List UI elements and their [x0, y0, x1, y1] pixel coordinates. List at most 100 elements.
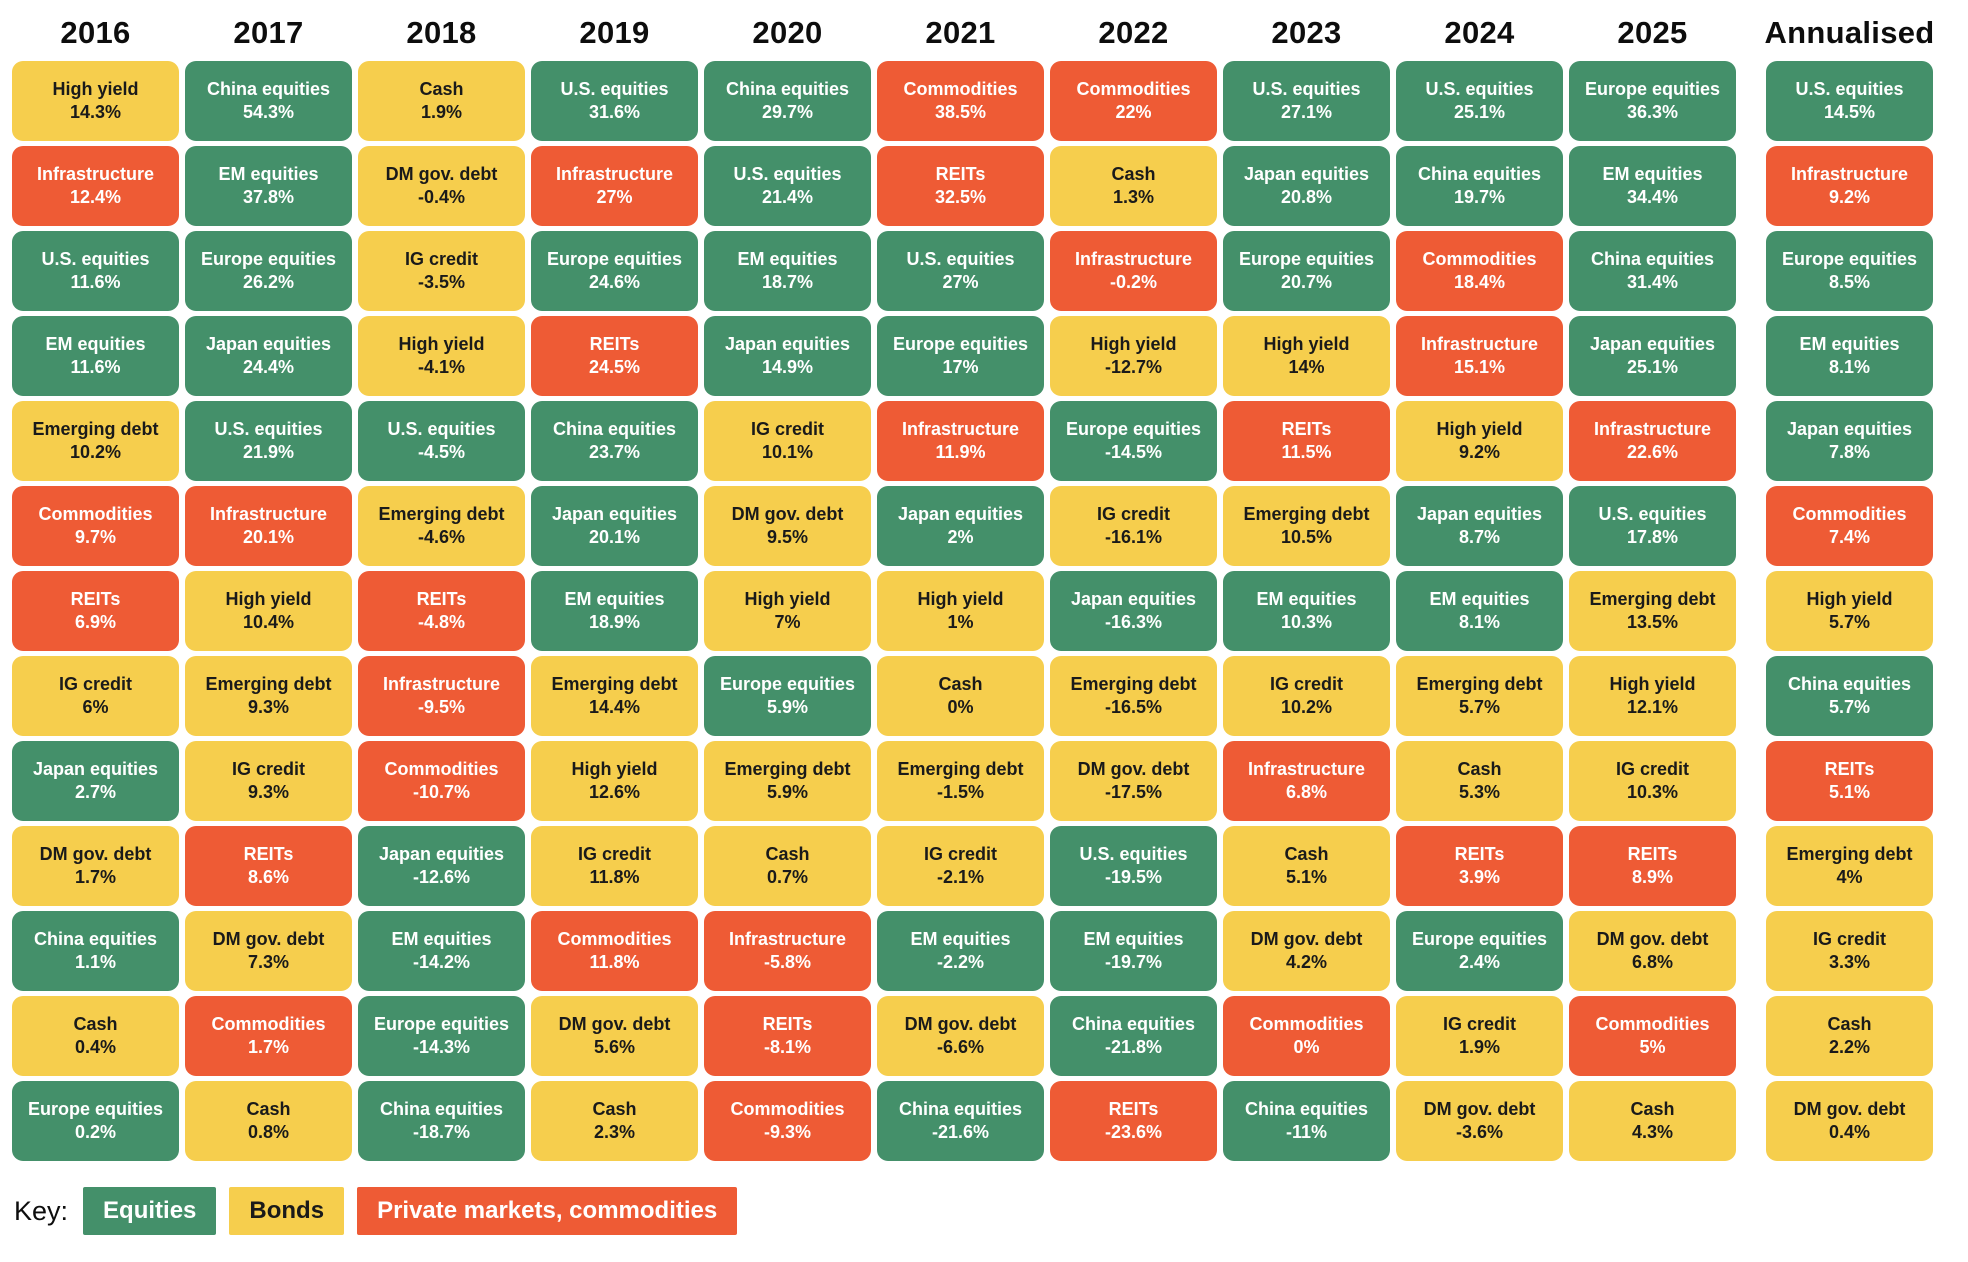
asset-cell-return: 0%	[1293, 1037, 1320, 1057]
asset-cell-return: -0.4%	[417, 187, 466, 207]
asset-cell: REITs -8.1%	[704, 996, 871, 1076]
asset-cell-name: U.S. equities	[560, 79, 669, 99]
asset-cell-return: 1.7%	[74, 867, 117, 887]
asset-cell-return: 21.4%	[761, 187, 814, 207]
asset-cell-name: Japan equities	[1070, 589, 1197, 609]
asset-cell: Japan equities 20.1%	[531, 486, 698, 566]
asset-cell: U.S. equities 31.6%	[531, 61, 698, 141]
asset-cell-name: IG credit	[1615, 759, 1690, 779]
asset-cell-name: IG credit	[923, 844, 998, 864]
asset-cell: IG credit 9.3%	[185, 741, 352, 821]
asset-cell-return: 38.5%	[934, 102, 987, 122]
asset-cell-name: Cash	[1284, 844, 1329, 864]
asset-cell-return: -16.1%	[1104, 527, 1163, 547]
asset-cell-name: EM equities	[45, 334, 146, 354]
year-column: 2017 China equities 54.3% EM equities 37…	[185, 10, 352, 1161]
asset-cell: Japan equities 14.9%	[704, 316, 871, 396]
asset-cell: Infrastructure -0.2%	[1050, 231, 1217, 311]
asset-cell-name: IG credit	[231, 759, 306, 779]
asset-cell-return: -14.3%	[412, 1037, 471, 1057]
asset-cell-return: -2.1%	[936, 867, 985, 887]
asset-cell-name: Commodities	[384, 759, 499, 779]
asset-cell-name: DM gov. debt	[212, 929, 325, 949]
asset-cell: China equities 5.7%	[1766, 656, 1933, 736]
asset-cell: Infrastructure 9.2%	[1766, 146, 1933, 226]
asset-cell-return: 6.9%	[74, 612, 117, 632]
asset-cell-name: Commodities	[557, 929, 672, 949]
asset-cell: EM equities 18.7%	[704, 231, 871, 311]
asset-cell-name: DM gov. debt	[385, 164, 498, 184]
asset-cell-name: Commodities	[1595, 1014, 1710, 1034]
year-column: 2016 High yield 14.3% Infrastructure 12.…	[12, 10, 179, 1161]
asset-cell: Commodities 7.4%	[1766, 486, 1933, 566]
asset-cell: REITs 24.5%	[531, 316, 698, 396]
asset-cell-return: 7.4%	[1828, 527, 1871, 547]
asset-cell-name: Emerging debt	[897, 759, 1024, 779]
asset-cell-return: -4.1%	[417, 357, 466, 377]
legend-title: Key:	[14, 1195, 69, 1226]
asset-cell-return: -16.3%	[1104, 612, 1163, 632]
asset-cell-return: 10.4%	[242, 612, 295, 632]
asset-cell-name: Japan equities	[1243, 164, 1370, 184]
asset-cell-name: Infrastructure	[1790, 164, 1909, 184]
asset-cell-name: REITs	[416, 589, 467, 609]
asset-cell-name: IG credit	[577, 844, 652, 864]
asset-cell-return: 14%	[1288, 357, 1325, 377]
asset-cell-name: China equities	[552, 419, 677, 439]
asset-cell: REITs 8.6%	[185, 826, 352, 906]
year-column-header: 2018	[406, 15, 477, 50]
asset-cell: China equities 29.7%	[704, 61, 871, 141]
asset-cell-return: -18.7%	[412, 1122, 471, 1142]
asset-cell: High yield -12.7%	[1050, 316, 1217, 396]
asset-cell-return: 27%	[942, 272, 979, 292]
asset-cell-name: Japan equities	[551, 504, 678, 524]
asset-cell: IG credit 10.2%	[1223, 656, 1390, 736]
year-column-header: 2022	[1098, 15, 1169, 50]
asset-cell: Emerging debt -16.5%	[1050, 656, 1217, 736]
asset-cell: High yield 12.6%	[531, 741, 698, 821]
asset-cell-name: Infrastructure	[1074, 249, 1193, 269]
asset-cell-return: 0.4%	[1828, 1122, 1871, 1142]
asset-cell: U.S. equities 25.1%	[1396, 61, 1563, 141]
asset-cell: DM gov. debt -0.4%	[358, 146, 525, 226]
asset-cell-return: 14.5%	[1823, 102, 1876, 122]
asset-cell-return: 18.4%	[1453, 272, 1506, 292]
asset-cell-name: China equities	[206, 79, 331, 99]
asset-cell-return: 11.5%	[1281, 442, 1332, 462]
asset-cell-return: 20.1%	[588, 527, 641, 547]
asset-cell-name: REITs	[1454, 844, 1505, 864]
asset-cell-name: Infrastructure	[1247, 759, 1366, 779]
asset-cell-return: 1%	[947, 612, 974, 632]
asset-cell-name: Infrastructure	[36, 164, 155, 184]
asset-cell: EM equities 11.6%	[12, 316, 179, 396]
asset-cell: EM equities 8.1%	[1396, 571, 1563, 651]
year-column: 2019 U.S. equities 31.6% Infrastructure …	[531, 10, 698, 1161]
year-column-header: 2024	[1444, 15, 1515, 50]
asset-cell-return: 24.4%	[242, 357, 295, 377]
asset-cell-name: Commodities	[903, 79, 1018, 99]
asset-cell: Japan equities 20.8%	[1223, 146, 1390, 226]
asset-cell-name: Europe equities	[892, 334, 1029, 354]
asset-cell-return: 1.3%	[1112, 187, 1155, 207]
asset-cell-return: -1.5%	[936, 782, 985, 802]
asset-cell-name: U.S. equities	[1795, 79, 1904, 99]
asset-cell: Cash 5.1%	[1223, 826, 1390, 906]
asset-cell: U.S. equities -4.5%	[358, 401, 525, 481]
asset-cell-name: EM equities	[1083, 929, 1184, 949]
asset-cell-name: IG credit	[404, 249, 479, 269]
asset-cell-return: 36.3%	[1626, 102, 1679, 122]
asset-cell-return: 8.1%	[1458, 612, 1501, 632]
asset-cell: High yield 14.3%	[12, 61, 179, 141]
asset-cell-return: -16.5%	[1104, 697, 1163, 717]
asset-cell: Cash 2.2%	[1766, 996, 1933, 1076]
asset-cell: High yield 1%	[877, 571, 1044, 651]
asset-cell-name: China equities	[725, 79, 850, 99]
asset-cell-name: China equities	[1590, 249, 1715, 269]
asset-cell: China equities -21.8%	[1050, 996, 1217, 1076]
asset-cell: Commodities -10.7%	[358, 741, 525, 821]
asset-cell-return: -14.2%	[412, 952, 471, 972]
asset-cell: Infrastructure -9.5%	[358, 656, 525, 736]
asset-cell-name: Commodities	[1422, 249, 1537, 269]
asset-cell: Infrastructure 20.1%	[185, 486, 352, 566]
asset-cell-return: 12.6%	[588, 782, 641, 802]
